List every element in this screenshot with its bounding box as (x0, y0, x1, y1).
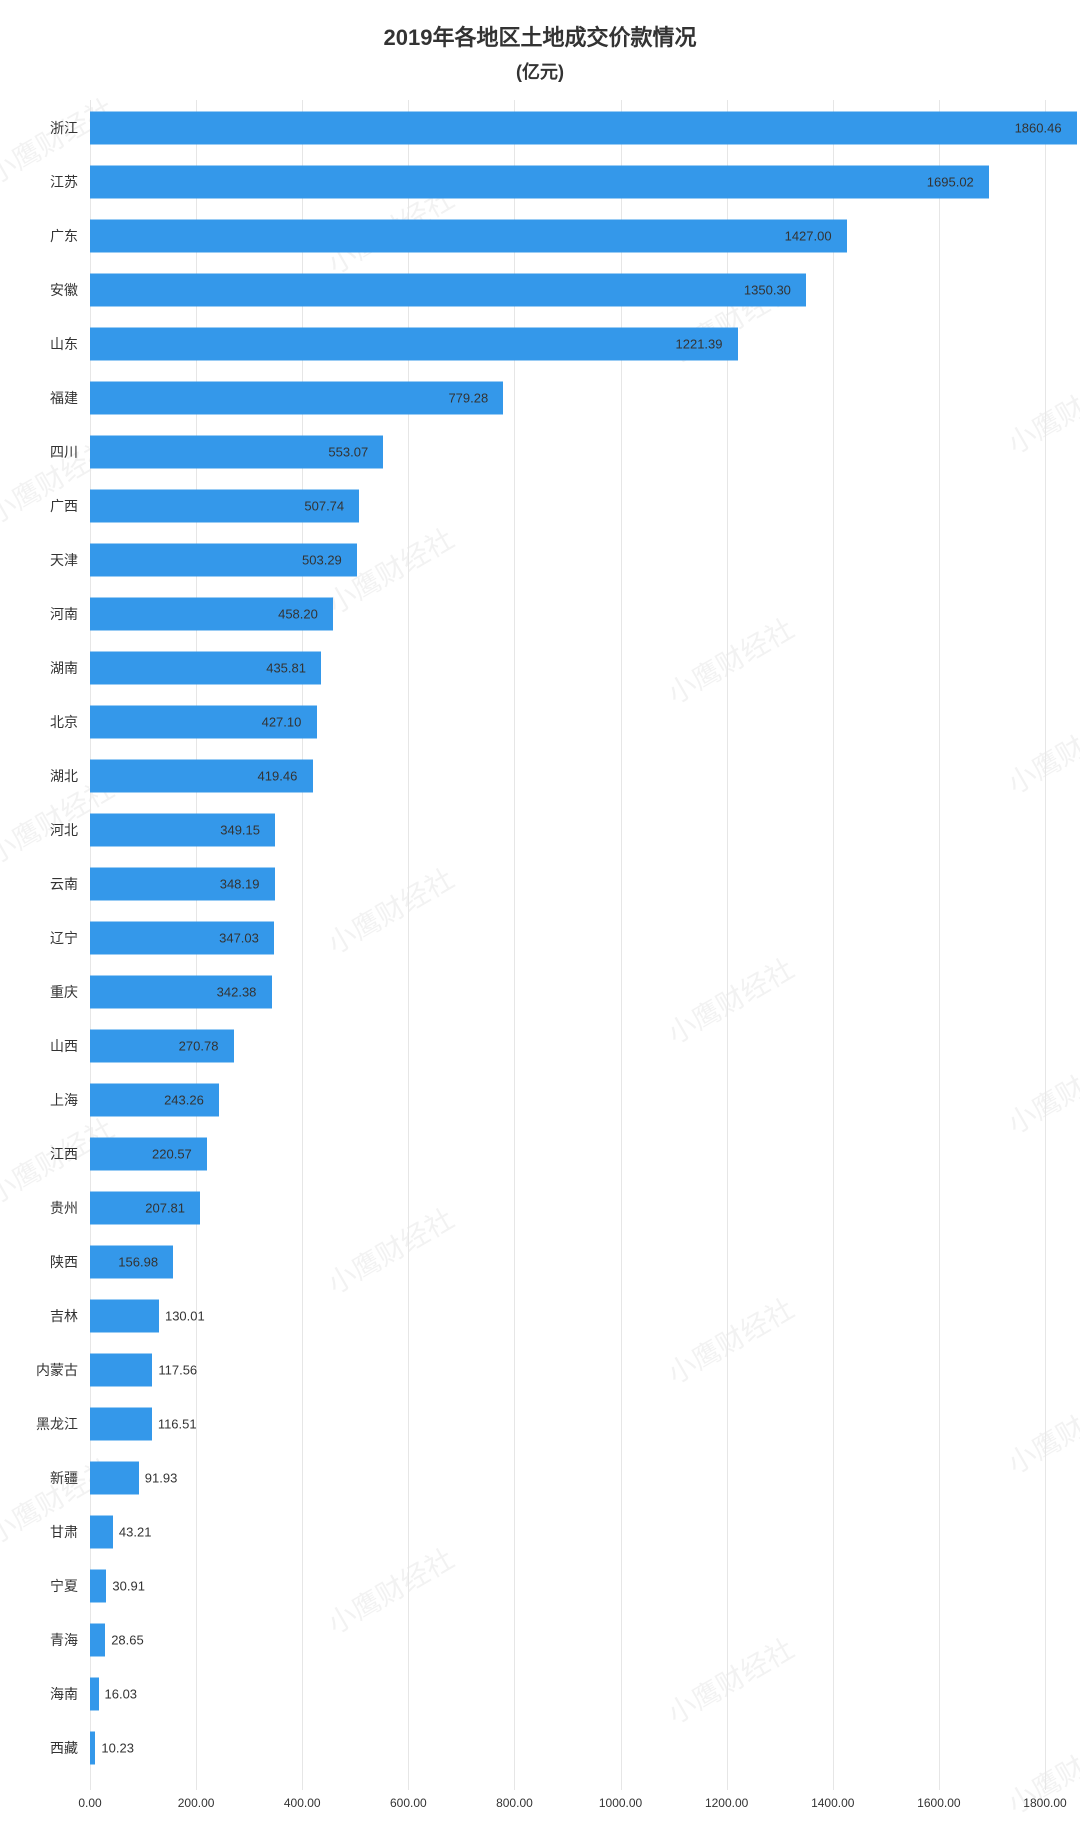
bar-value-label: 347.03 (219, 931, 259, 946)
bar (90, 1624, 105, 1657)
y-category-label: 内蒙古 (36, 1360, 78, 1380)
bar-value-label: 30.91 (112, 1579, 145, 1594)
bar-value-label: 130.01 (165, 1309, 205, 1324)
x-tick-label: 600.00 (390, 1796, 427, 1810)
bar-value-label: 270.78 (179, 1039, 219, 1054)
y-category-label: 北京 (50, 712, 78, 732)
y-category-label: 山东 (50, 334, 78, 354)
bar (90, 1516, 113, 1549)
x-tick-label: 200.00 (178, 1796, 215, 1810)
y-category-label: 河南 (50, 604, 78, 624)
y-category-label: 西藏 (50, 1738, 78, 1758)
bar-value-label: 220.57 (152, 1147, 192, 1162)
y-category-label: 湖北 (50, 766, 78, 786)
y-category-label: 上海 (50, 1090, 78, 1110)
y-category-label: 重庆 (50, 982, 78, 1002)
bar-value-label: 156.98 (118, 1255, 158, 1270)
bar-value-label: 1350.30 (744, 283, 791, 298)
y-category-label: 山西 (50, 1036, 78, 1056)
bar-value-label: 458.20 (278, 607, 318, 622)
bar (90, 274, 806, 307)
y-category-label: 河北 (50, 820, 78, 840)
bar-value-label: 348.19 (220, 877, 260, 892)
y-category-label: 海南 (50, 1684, 78, 1704)
y-category-label: 新疆 (50, 1468, 78, 1488)
bar-value-label: 1695.02 (927, 175, 974, 190)
x-tick-label: 1400.00 (811, 1796, 854, 1810)
bar-value-label: 779.28 (448, 391, 488, 406)
chart-title: 2019年各地区土地成交价款情况 (0, 20, 1080, 52)
y-category-label: 云南 (50, 874, 78, 894)
bar-value-label: 10.23 (101, 1741, 134, 1756)
y-category-label: 辽宁 (50, 928, 78, 948)
bar-value-label: 342.38 (217, 985, 257, 1000)
y-category-label: 江苏 (50, 172, 78, 192)
bar (90, 328, 738, 361)
y-category-label: 江西 (50, 1144, 78, 1164)
bar-value-label: 507.74 (304, 499, 344, 514)
x-gridline (833, 100, 834, 1790)
y-category-label: 贵州 (50, 1198, 78, 1218)
y-category-label: 湖南 (50, 658, 78, 678)
bar-value-label: 207.81 (145, 1201, 185, 1216)
y-category-label: 四川 (50, 442, 78, 462)
y-category-label: 浙江 (50, 118, 78, 138)
bar-value-label: 1221.39 (676, 337, 723, 352)
y-category-label: 广西 (50, 496, 78, 516)
y-category-label: 甘肃 (50, 1522, 78, 1542)
bar-value-label: 116.51 (158, 1417, 197, 1432)
bar (90, 1678, 99, 1711)
y-category-label: 广东 (50, 226, 78, 246)
x-tick-label: 1000.00 (599, 1796, 642, 1810)
y-category-label: 福建 (50, 388, 78, 408)
x-tick-label: 0.00 (78, 1796, 101, 1810)
y-category-label: 青海 (50, 1630, 78, 1650)
chart-subtitle: (亿元) (0, 58, 1080, 84)
bar-value-label: 91.93 (145, 1471, 178, 1486)
bar-value-label: 427.10 (262, 715, 302, 730)
y-category-label: 宁夏 (50, 1576, 78, 1596)
bar-value-label: 1860.46 (1015, 121, 1062, 136)
bar-value-label: 16.03 (105, 1687, 138, 1702)
bar-value-label: 28.65 (111, 1633, 144, 1648)
bar (90, 1570, 106, 1603)
bar (90, 166, 989, 199)
bar-value-label: 435.81 (266, 661, 306, 676)
y-category-label: 安徽 (50, 280, 78, 300)
x-tick-label: 1800.00 (1023, 1796, 1066, 1810)
bar (90, 1408, 152, 1441)
bar-value-label: 419.46 (258, 769, 298, 784)
x-gridline (939, 100, 940, 1790)
y-category-label: 天津 (50, 550, 78, 570)
x-tick-label: 800.00 (496, 1796, 533, 1810)
bar-value-label: 243.26 (164, 1093, 204, 1108)
bar (90, 1732, 95, 1765)
bar (90, 112, 1077, 145)
bar (90, 1462, 139, 1495)
y-category-label: 黑龙江 (36, 1414, 78, 1434)
bar (90, 1354, 152, 1387)
chart-title-block: 2019年各地区土地成交价款情况 (亿元) (0, 0, 1080, 84)
bar-value-label: 349.15 (220, 823, 260, 838)
x-gridline (1045, 100, 1046, 1790)
bar-value-label: 503.29 (302, 553, 342, 568)
bar-value-label: 43.21 (119, 1525, 152, 1540)
bar-value-label: 1427.00 (785, 229, 832, 244)
x-tick-label: 1200.00 (705, 1796, 748, 1810)
y-category-label: 吉林 (50, 1306, 78, 1326)
bar-value-label: 553.07 (328, 445, 368, 460)
x-tick-label: 400.00 (284, 1796, 321, 1810)
y-category-label: 陕西 (50, 1252, 78, 1272)
bar-value-label: 117.56 (158, 1363, 197, 1378)
plot-area: 0.00200.00400.00600.00800.001000.001200.… (90, 100, 1045, 1790)
bar (90, 382, 503, 415)
x-tick-label: 1600.00 (917, 1796, 960, 1810)
bar (90, 1300, 159, 1333)
bar-chart: 0.00200.00400.00600.00800.001000.001200.… (90, 100, 1045, 1790)
bar (90, 220, 847, 253)
